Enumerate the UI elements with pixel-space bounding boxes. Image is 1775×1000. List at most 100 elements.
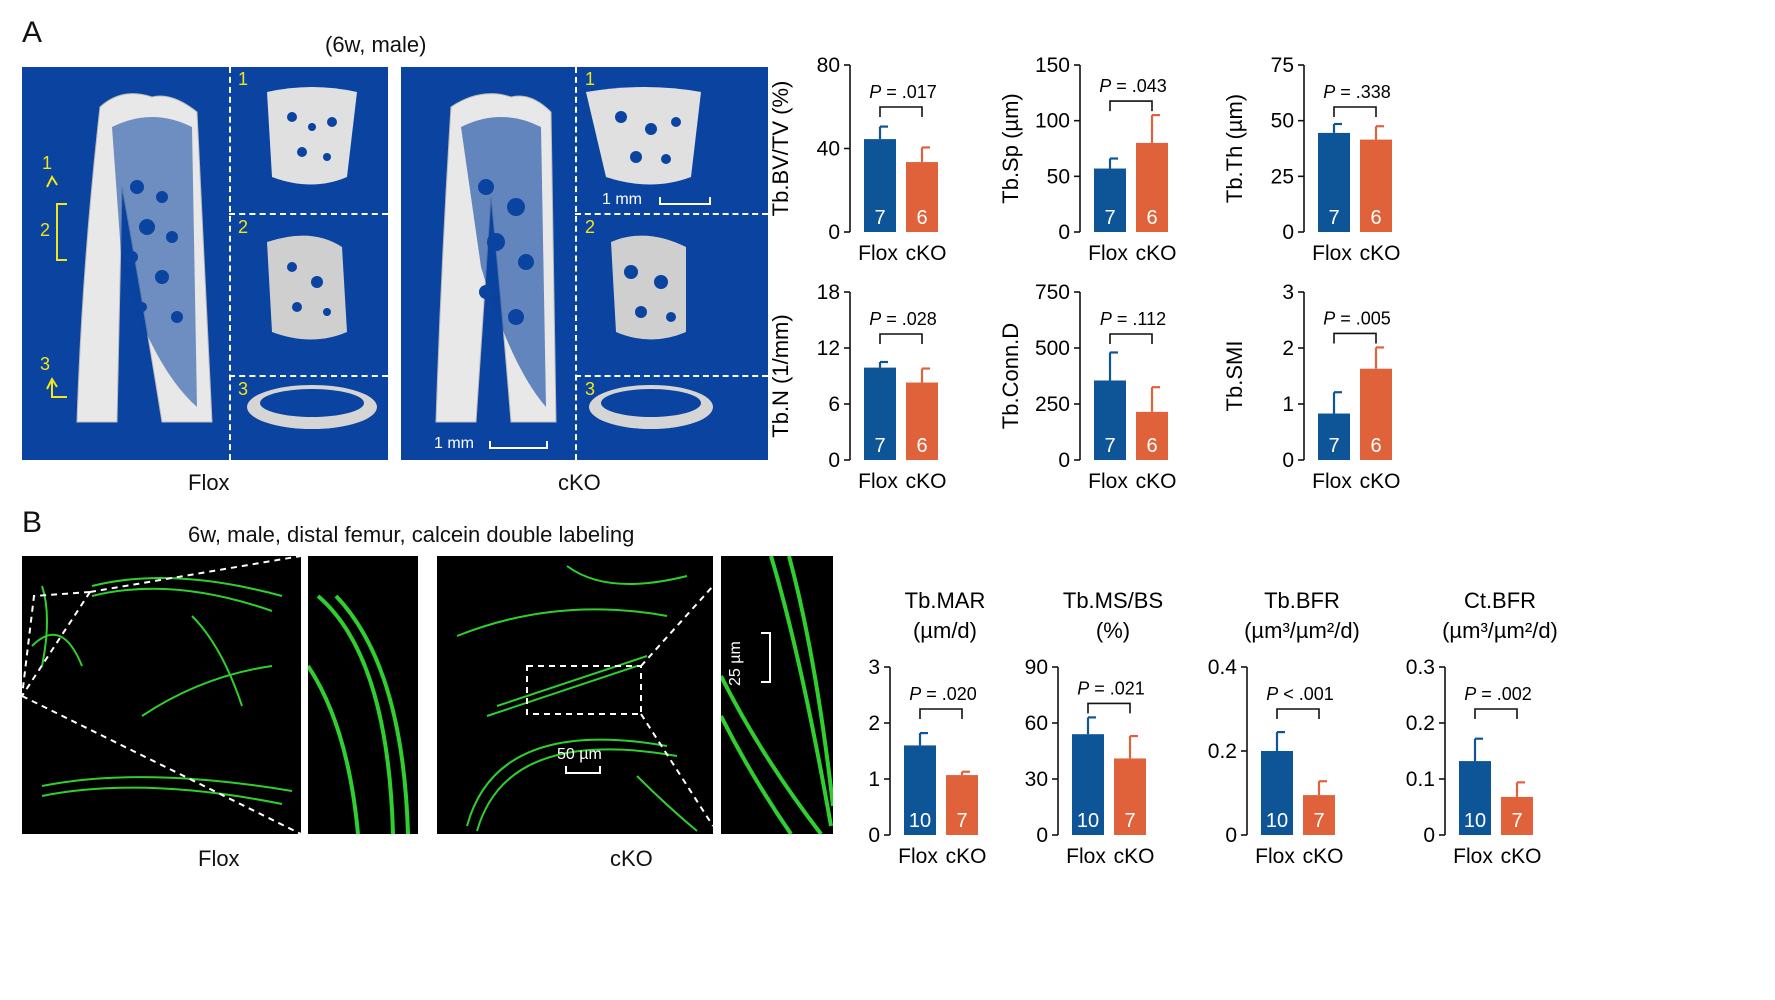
x-tick-label: Flox: [1255, 845, 1295, 868]
bar-flox: [864, 367, 896, 460]
n-label: 6: [1370, 435, 1381, 457]
flox-zoom-illustration: [308, 594, 410, 834]
y-tick-label: 3: [868, 656, 880, 679]
bar-cko: [1360, 139, 1392, 232]
x-tick-label: cKO: [906, 470, 947, 493]
y-tick-label: 0: [1058, 221, 1070, 244]
scale-label-50um: 50 µm: [557, 746, 602, 763]
y-tick-label: 80: [817, 54, 840, 77]
chart-title-line: (µm³/µm²/d): [1244, 618, 1360, 643]
cko-sub-1: 1: [585, 69, 596, 89]
scale-label-bottom: 1 mm: [434, 435, 474, 452]
bar-flox: [1318, 413, 1350, 460]
bar-flox: [1459, 761, 1491, 835]
x-tick-label: cKO: [1136, 242, 1177, 265]
x-tick-label: cKO: [1136, 470, 1177, 493]
y-tick-label: 18: [817, 281, 840, 304]
n-label: 6: [1370, 207, 1381, 229]
chart-title-line: (µm³/µm²/d): [1442, 618, 1558, 643]
significance-bracket: [879, 106, 923, 117]
x-tick-label: Flox: [898, 845, 938, 868]
panel-a-cko-label: cKO: [558, 470, 601, 495]
significance-bracket: [1333, 332, 1377, 344]
flox-microct-image: 1 2 3 1 2 3: [22, 67, 388, 460]
n-label: 7: [956, 810, 967, 832]
flox-sub-1: 1: [238, 69, 249, 89]
n-label: 7: [1328, 207, 1339, 229]
roi-mark-2: 2: [40, 220, 51, 240]
significance-bracket: [1109, 100, 1153, 112]
scale-bar-top: [659, 197, 711, 205]
n-label: 10: [1077, 810, 1099, 832]
p-value-label: P = .028: [869, 309, 937, 329]
x-tick-label: Flox: [858, 470, 898, 493]
y-tick-label: 25: [1271, 165, 1294, 188]
flox-sub-2: 2: [238, 217, 249, 237]
y-tick-label: 1: [868, 768, 880, 791]
y-tick-label: 0: [1282, 221, 1294, 244]
flox-bone-illustration: [76, 87, 377, 429]
x-tick-label: Flox: [1088, 242, 1128, 265]
bar-cko: [1360, 368, 1392, 460]
y-tick-label: 0.2: [1406, 712, 1435, 735]
y-tick-label: 750: [1035, 281, 1070, 304]
x-tick-label: Flox: [1312, 242, 1352, 265]
roi-bracket-icon: [46, 174, 67, 398]
n-label: 7: [1313, 810, 1324, 832]
n-label: 7: [1104, 207, 1115, 229]
x-tick-label: Flox: [1312, 470, 1352, 493]
panel-a-letter: A: [22, 16, 43, 49]
y-tick-label: 0: [1423, 824, 1435, 847]
y-tick-label: 0.1: [1406, 768, 1435, 791]
y-tick-label: 60: [1025, 712, 1048, 735]
significance-bracket: [919, 708, 963, 719]
x-tick-label: cKO: [946, 845, 987, 868]
chart-title-line: Tb.MAR: [905, 588, 986, 613]
p-value-label: P = .002: [1464, 684, 1532, 704]
bar-cko: [1501, 796, 1533, 835]
cko-bone-illustration: [435, 87, 713, 429]
scale-label-top: 1 mm: [602, 191, 642, 208]
n-label: 7: [1511, 810, 1522, 832]
n-label: 7: [1328, 435, 1339, 457]
bar-cko: [1303, 795, 1335, 835]
bar-cko: [906, 382, 938, 460]
scale-bar-50um: [565, 766, 601, 774]
p-value-label: P = .021: [1077, 678, 1145, 698]
n-label: 10: [909, 810, 931, 832]
flox-sub-3: 3: [238, 379, 249, 399]
bar-flox: [904, 745, 936, 835]
n-label: 7: [1124, 810, 1135, 832]
n-label: 7: [874, 207, 885, 229]
x-tick-label: Flox: [1453, 845, 1493, 868]
y-tick-label: 0: [868, 824, 880, 847]
y-tick-label: 0: [828, 221, 840, 244]
y-tick-label: 2: [868, 712, 880, 735]
y-tick-label: 500: [1035, 337, 1070, 360]
y-tick-label: 0: [828, 449, 840, 472]
n-label: 6: [916, 207, 927, 229]
y-tick-label: 30: [1025, 768, 1048, 791]
y-tick-label: 0.3: [1406, 656, 1435, 679]
y-tick-label: 75: [1271, 54, 1294, 77]
y-tick-label: 6: [828, 393, 840, 416]
significance-bracket: [1333, 106, 1377, 117]
n-label: 10: [1464, 810, 1486, 832]
y-tick-label: 12: [817, 337, 840, 360]
y-tick-label: 2: [1282, 337, 1294, 360]
bar-flox: [864, 139, 896, 232]
p-value-label: P = .043: [1099, 76, 1167, 96]
n-label: 7: [1104, 435, 1115, 457]
y-tick-label: 50: [1047, 165, 1070, 188]
y-tick-label: 3: [1282, 281, 1294, 304]
cko-sub-3: 3: [585, 379, 596, 399]
scale-bar-bottom: [489, 441, 548, 449]
significance-bracket: [1087, 702, 1131, 714]
